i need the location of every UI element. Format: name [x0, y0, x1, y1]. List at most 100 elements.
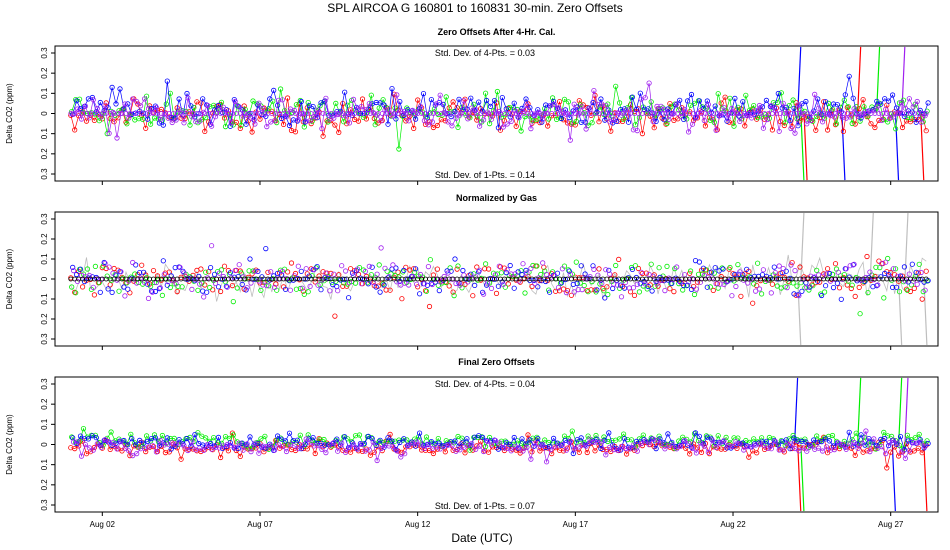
data-point-gas2 [774, 283, 780, 289]
data-point-gas4 [216, 270, 223, 276]
panels: Zero Offsets After 4-Hr. Cal. Delta CO2 (… [5, 27, 939, 529]
data-point-gas1 [245, 446, 251, 452]
data-point-gas4 [307, 118, 313, 124]
data-point-gas4 [634, 128, 640, 134]
data-point-gas3 [74, 271, 80, 278]
data-point-gas3 [645, 283, 651, 290]
data-point-gas2 [250, 98, 256, 104]
data-point-gas1 [300, 288, 306, 294]
data-point-gas1 [667, 286, 673, 292]
data-point-gas2 [589, 120, 595, 126]
data-point-gas3 [507, 442, 513, 448]
data-point-gas1 [742, 123, 748, 129]
data-point-gas2 [455, 263, 461, 269]
data-point-gas4 [303, 266, 309, 272]
zero-marker [710, 276, 716, 282]
data-point-gas3 [775, 276, 781, 282]
data-point-gas3 [286, 122, 293, 129]
data-point-gas4 [488, 285, 495, 291]
data-point-gas4 [611, 116, 617, 123]
data-point-gas2 [124, 441, 130, 447]
data-point-gas2 [317, 103, 323, 109]
data-point-gas4 [508, 448, 514, 454]
data-point-gas4 [421, 445, 427, 452]
data-point-gas4 [122, 293, 128, 299]
data-point-gas1 [470, 293, 476, 299]
data-point-gas3 [200, 96, 206, 102]
data-point-gas4 [295, 445, 301, 452]
data-point-gas3 [712, 103, 718, 109]
data-point-gas2 [140, 116, 146, 122]
series-line-gas3 [72, 76, 929, 128]
data-point-gas3 [763, 97, 770, 104]
data-point-gas3 [822, 283, 829, 289]
data-point-gas2 [215, 439, 221, 446]
data-point-gas1 [769, 281, 776, 287]
data-point-gas4 [189, 439, 195, 445]
data-point-gas3 [251, 276, 257, 282]
data-point-gas4 [378, 445, 384, 452]
data-point-gas4 [197, 118, 203, 124]
zero-marker [884, 276, 890, 282]
data-point-gas2 [301, 291, 307, 297]
data-point-gas1 [150, 267, 157, 274]
data-point-gas4 [232, 445, 238, 451]
data-point-gas2 [293, 102, 299, 108]
data-point-gas4 [547, 446, 554, 453]
data-point-gas4 [197, 281, 203, 287]
data-point-gas4 [74, 106, 81, 112]
data-point-gas4 [476, 443, 483, 449]
data-point-gas3 [815, 96, 821, 102]
x-tick-label: Aug 22 [720, 520, 746, 529]
data-point-gas1 [608, 128, 614, 134]
data-point-gas2 [486, 434, 493, 441]
data-point-gas3 [460, 267, 466, 274]
data-point-gas4 [634, 281, 640, 287]
data-point-gas3 [889, 284, 896, 290]
data-point-gas1 [403, 118, 409, 124]
data-point-gas4 [149, 442, 155, 448]
data-point-gas1 [107, 446, 113, 452]
data-point-gas4 [752, 442, 759, 448]
data-point-gas4 [94, 441, 100, 447]
data-point-gas1 [821, 271, 827, 277]
zero-marker [569, 276, 574, 282]
data-point-gas1 [474, 264, 480, 270]
data-point-gas3 [925, 100, 931, 106]
data-point-gas3 [145, 438, 151, 444]
data-point-gas4 [504, 267, 510, 273]
data-point-gas4 [209, 123, 215, 129]
data-point-gas3 [854, 111, 860, 117]
data-point-gas1 [895, 453, 902, 459]
data-point-gas2 [69, 284, 75, 290]
data-point-gas4 [145, 295, 152, 301]
data-point-gas4 [914, 281, 920, 287]
data-point-gas4 [82, 441, 89, 448]
data-point-gas3 [208, 264, 214, 271]
data-point-gas4 [500, 124, 506, 130]
data-point-gas3 [472, 282, 478, 288]
data-point-gas3 [424, 115, 430, 121]
data-point-gas4 [394, 92, 400, 98]
y-axis-label: Delta CO2 (ppm) [5, 83, 14, 144]
data-point-gas3 [452, 438, 458, 444]
data-point-gas2 [368, 92, 374, 98]
data-point-gas1 [332, 313, 338, 319]
data-point-gas3 [401, 436, 407, 442]
data-point-gas3 [345, 295, 352, 301]
data-point-gas4 [433, 444, 439, 450]
data-point-gas4 [563, 289, 570, 296]
data-point-gas4 [579, 286, 585, 293]
data-point-gas4 [693, 286, 700, 292]
data-point-gas4 [220, 273, 226, 280]
data-point-gas3 [621, 285, 628, 291]
data-point-gas1 [442, 449, 448, 455]
data-point-gas4 [335, 448, 341, 454]
data-point-gas2 [735, 104, 741, 110]
data-point-gas2 [266, 283, 272, 289]
data-point-gas4 [327, 442, 333, 448]
data-point-gas4 [745, 443, 751, 450]
data-point-gas4 [800, 445, 806, 451]
y-axis-label: Delta CO2 (ppm) [5, 248, 14, 309]
